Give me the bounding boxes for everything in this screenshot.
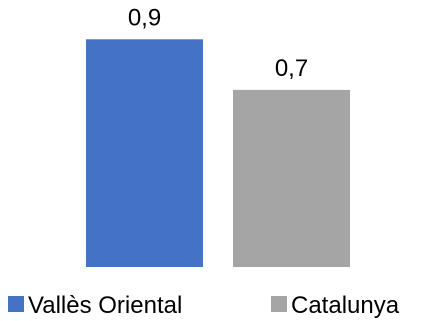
bar-catalunya [233, 89, 350, 268]
legend: Vallès Oriental Catalunya [8, 292, 400, 319]
data-labels-group: 0,9 0,7 [128, 4, 308, 82]
bars-group [86, 39, 350, 268]
bar-valles-oriental [86, 39, 203, 267]
legend-swatch-catalunya [271, 296, 287, 312]
data-label-catalunya: 0,7 [275, 55, 308, 82]
data-label-valles-oriental: 0,9 [128, 4, 161, 31]
legend-label-catalunya: Catalunya [291, 292, 400, 319]
legend-label-valles-oriental: Vallès Oriental [28, 292, 182, 319]
legend-swatch-valles-oriental [8, 296, 24, 312]
